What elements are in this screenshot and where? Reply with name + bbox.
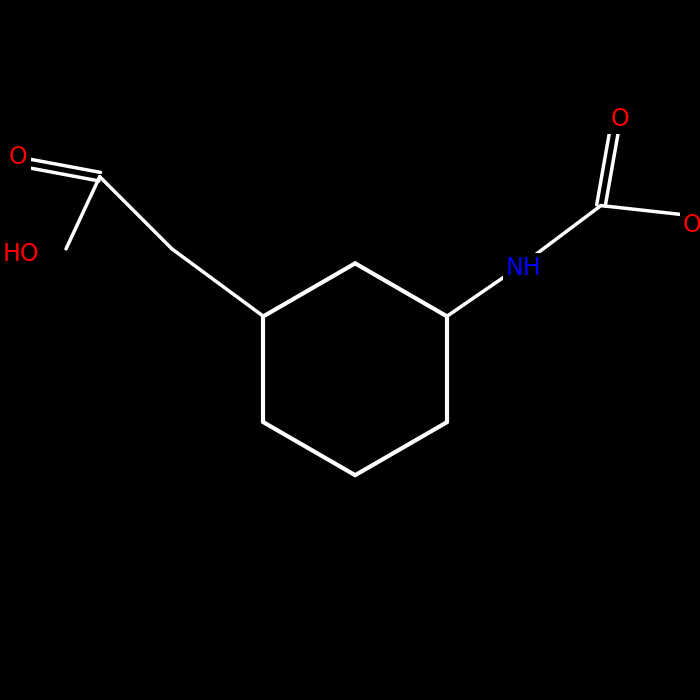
Text: HO: HO xyxy=(2,241,39,266)
Text: O: O xyxy=(8,146,27,169)
Text: NH: NH xyxy=(506,256,542,280)
Text: O: O xyxy=(611,107,629,131)
Text: O: O xyxy=(683,213,700,237)
